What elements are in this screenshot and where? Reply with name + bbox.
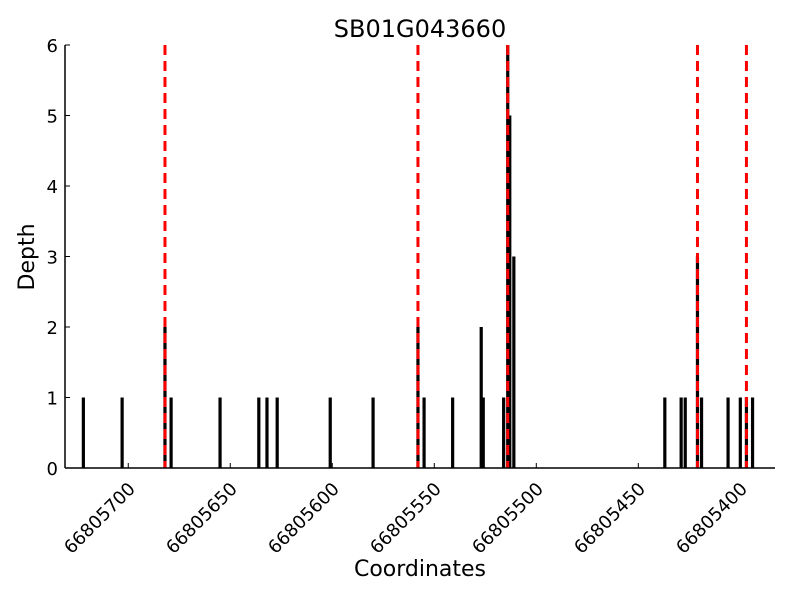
depth-bar <box>726 397 730 468</box>
depth-bar <box>750 397 755 468</box>
x-tick-label: 66805550 <box>366 479 446 559</box>
depth-bar <box>328 397 332 468</box>
x-tick-label: 66805600 <box>264 479 344 559</box>
y-tick-label: 4 <box>47 177 58 198</box>
depth-bar <box>169 397 173 468</box>
y-tick-label: 3 <box>47 248 58 269</box>
depth-bar <box>502 397 506 468</box>
y-tick-label: 2 <box>47 318 58 339</box>
x-tick-label: 66805500 <box>468 479 548 559</box>
y-tick-label: 0 <box>47 459 58 480</box>
depth-bar <box>679 397 683 468</box>
y-tick-label: 1 <box>47 389 58 410</box>
y-tick-label: 5 <box>47 107 58 128</box>
depth-bar <box>738 397 742 468</box>
y-axis-label: Depth <box>15 223 40 290</box>
depth-bar <box>683 397 687 468</box>
depth-bar <box>451 397 455 468</box>
x-tick-label: 66805700 <box>60 479 140 559</box>
depth-bar <box>699 397 704 468</box>
depth-bar <box>695 256 700 468</box>
depth-bar <box>663 397 667 468</box>
depth-bar <box>508 115 512 468</box>
depth-bar <box>257 397 261 468</box>
depth-bar <box>479 327 483 468</box>
x-tick-label: 66805650 <box>162 479 242 559</box>
x-tick-label: 66805450 <box>570 479 650 559</box>
depth-bar <box>481 397 485 468</box>
depth-bar <box>120 397 124 468</box>
depth-bar <box>512 256 516 468</box>
depth-bar <box>81 397 85 468</box>
depth-bar <box>218 397 222 468</box>
x-axis-label: Coordinates <box>354 557 486 582</box>
y-tick-label: 6 <box>47 36 58 57</box>
depth-bar <box>371 397 375 468</box>
depth-bar <box>275 397 279 468</box>
x-tick-label: 66805400 <box>672 479 752 559</box>
depth-bar <box>265 397 269 468</box>
depth-bar <box>422 397 426 468</box>
chart-title: SB01G043660 <box>334 15 506 43</box>
